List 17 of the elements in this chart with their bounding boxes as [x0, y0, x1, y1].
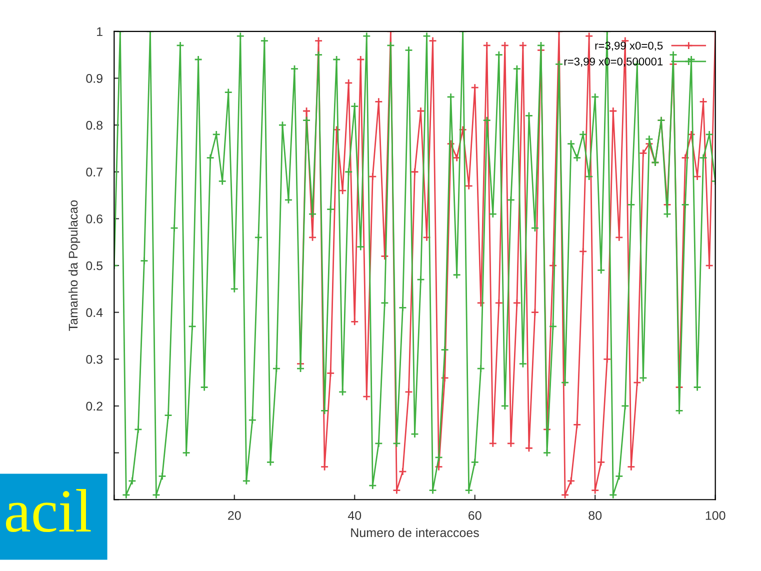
- y-tick-label: 0.3: [86, 354, 102, 364]
- y-axis-title: Tamanho da Populacao: [68, 200, 80, 331]
- y-tick-label: 0.7: [86, 168, 102, 177]
- x-tick-label: 60: [468, 511, 482, 520]
- y-tick-label: 0.8: [86, 120, 102, 130]
- text: acil: [6, 489, 91, 532]
- y-tick-label: 0.2: [86, 402, 102, 411]
- x-tick-label: 100: [706, 511, 726, 520]
- y-tick-label: 0.9: [86, 74, 102, 83]
- y-tick-label: 1: [97, 27, 102, 36]
- y-tick-label: 0.6: [86, 214, 102, 224]
- x-axis-title: Numero de interaccoes: [351, 528, 479, 538]
- x-tick-label: 20: [228, 511, 241, 520]
- x-tick-label: 40: [348, 511, 362, 520]
- x-tick-label: 80: [588, 511, 602, 520]
- y-tick-label: 0.4: [86, 308, 103, 317]
- y-tick-label: 0.5: [86, 261, 103, 270]
